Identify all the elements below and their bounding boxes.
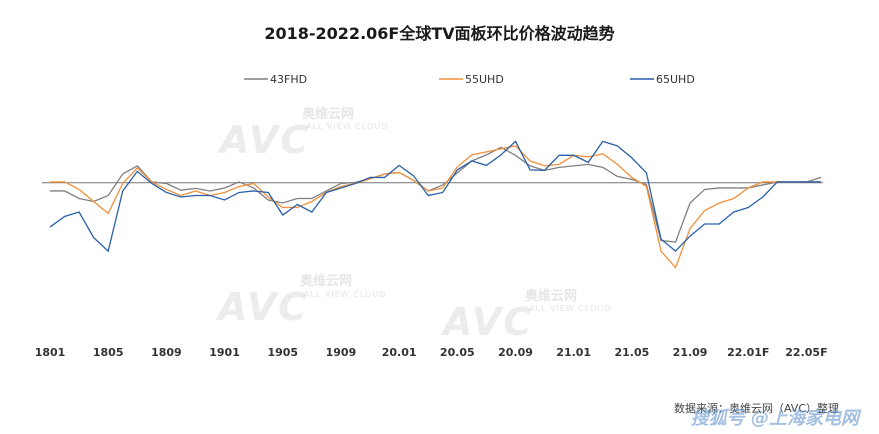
x-tick-label: 1901 bbox=[209, 346, 240, 359]
x-tick-label: 20.05 bbox=[440, 346, 475, 359]
x-tick-label: 1809 bbox=[151, 346, 182, 359]
series-layer bbox=[49, 140, 822, 269]
series-line-65uhd bbox=[49, 140, 821, 253]
x-axis-ticks: 1801 1805 1809 1901 1905 1909 20.01 20.05 20.09 2… bbox=[35, 346, 828, 359]
avc-logo-en: ALL VIEW CLOUD bbox=[306, 122, 389, 131]
legend-label-43fhd: 43FHD bbox=[270, 73, 307, 86]
chart-title: 2018-2022.06F全球TV面板环比价格波动趋势 bbox=[264, 24, 615, 43]
x-tick-label: 20.09 bbox=[498, 346, 533, 359]
source-note: 数据来源：奥维云网（AVC）整理 bbox=[673, 402, 839, 415]
avc-logo-en-2: ALL VIEW CLOUD bbox=[304, 290, 387, 299]
x-tick-label: 22.05F bbox=[785, 346, 827, 359]
x-tick-label: 20.01 bbox=[382, 346, 417, 359]
x-tick-label: 1805 bbox=[93, 346, 124, 359]
series-line-55uhd bbox=[50, 145, 821, 269]
avc-logo-mark-3: AVC bbox=[443, 300, 534, 344]
legend: 43FHD 55UHD 65UHD bbox=[244, 73, 695, 86]
x-tick-label: 21.05 bbox=[614, 346, 649, 359]
avc-logo-cn-3: 奥维云网 bbox=[525, 289, 578, 304]
legend-label-55uhd: 55UHD bbox=[465, 73, 504, 86]
x-tick-label: 21.01 bbox=[556, 346, 591, 359]
watermark: 搜狐号 @上海家电网 bbox=[690, 408, 859, 429]
x-tick-label: 1801 bbox=[35, 346, 66, 359]
x-tick-label: 1905 bbox=[267, 346, 298, 359]
avc-logo-cn-2: 奥维云网 bbox=[300, 274, 353, 289]
avc-logo-mark: AVC bbox=[220, 118, 311, 162]
avc-logo-en-3: ALL VIEW CLOUD bbox=[529, 304, 612, 313]
series-line-43fhd bbox=[50, 146, 822, 243]
legend-label-65uhd: 65UHD bbox=[656, 73, 695, 86]
avc-logo-cn: 奥维云网 bbox=[302, 107, 355, 122]
x-tick-label: 21.09 bbox=[673, 346, 708, 359]
x-tick-label: 22.01F bbox=[727, 346, 769, 359]
avc-logo-mark-2: AVC bbox=[218, 285, 309, 329]
x-tick-label: 1909 bbox=[326, 346, 357, 359]
